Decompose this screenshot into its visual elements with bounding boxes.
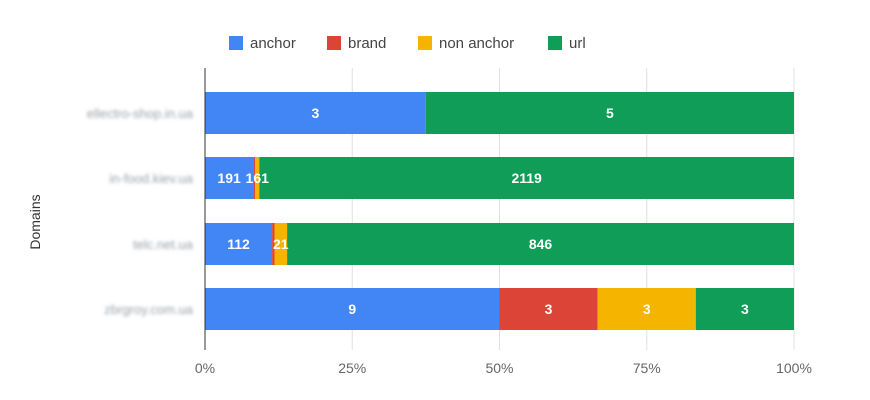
data-label: 9: [348, 301, 356, 317]
bar-segment-anchor[interactable]: [205, 288, 500, 330]
legend-swatch: [327, 36, 341, 50]
data-label: 161: [246, 170, 270, 186]
category-label: telc.net.ua: [133, 237, 194, 252]
bar-segment-url[interactable]: [425, 92, 794, 134]
data-label: 3: [741, 301, 749, 317]
legend-swatch: [418, 36, 432, 50]
x-tick-label: 0%: [195, 360, 215, 376]
bar-segment-non-anchor[interactable]: [597, 288, 696, 330]
data-label: 3: [545, 301, 553, 317]
data-label: 5: [606, 105, 614, 121]
category-label: ellectro-shop.in.ua: [87, 106, 194, 121]
legend-label[interactable]: anchor: [250, 35, 296, 52]
bar-segment-url[interactable]: [259, 157, 794, 199]
data-label: 21: [273, 236, 289, 252]
legend-label[interactable]: non anchor: [439, 35, 514, 52]
x-tick-label: 75%: [633, 360, 661, 376]
bar-segment-non-anchor[interactable]: [274, 223, 288, 265]
category-label: zbrgroy.com.ua: [104, 302, 193, 317]
bar-segment-url[interactable]: [695, 288, 794, 330]
bars: [205, 92, 794, 330]
bar-segment-url[interactable]: [287, 223, 794, 265]
data-label: 846: [529, 236, 553, 252]
data-label: 2119: [511, 170, 542, 186]
x-tick-label: 100%: [776, 360, 812, 376]
legend-swatch: [229, 36, 243, 50]
category-label: in-food.kiev.ua: [109, 171, 193, 186]
data-label: 3: [312, 105, 320, 121]
legend: anchor brand non anchor url: [229, 35, 586, 52]
legend-label[interactable]: url: [569, 35, 586, 52]
bar-segment-anchor[interactable]: [205, 223, 273, 265]
bar-segment-brand[interactable]: [499, 288, 598, 330]
y-axis-title: Domains: [27, 194, 43, 249]
data-labels: 3 5 191 161 2119 112 21 846 9 3 3 3: [217, 105, 749, 317]
legend-swatch: [548, 36, 562, 50]
bar-segment-anchor[interactable]: [205, 157, 254, 199]
data-label: 3: [643, 301, 651, 317]
x-tick-label: 50%: [485, 360, 513, 376]
legend-label[interactable]: brand: [348, 35, 386, 52]
bar-segment-brand[interactable]: [272, 223, 275, 265]
data-label: 112: [227, 236, 250, 252]
data-label: 191: [217, 170, 241, 186]
axes: 0% 25% 50% 75% 100% ellectro-shop.in.ua in-foo…: [87, 68, 812, 376]
x-tick-label: 25%: [338, 360, 366, 376]
bar-segment-brand[interactable]: [253, 157, 256, 199]
bar-segment-non-anchor[interactable]: [255, 157, 260, 199]
bar-segment-anchor[interactable]: [205, 92, 426, 134]
